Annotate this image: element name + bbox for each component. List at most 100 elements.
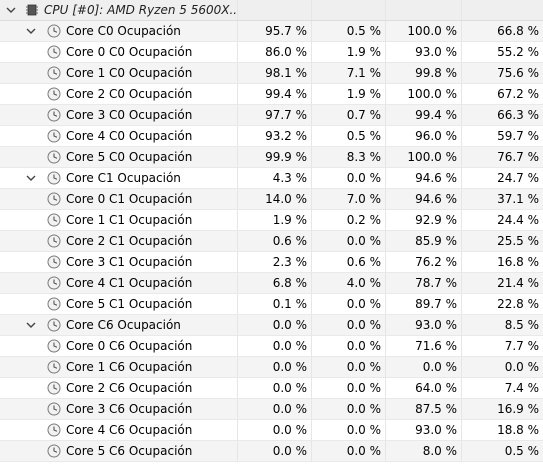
chevron-down-icon[interactable]	[24, 21, 38, 41]
sensor-row[interactable]: Core 4 C1 Ocupación 6.8 % 4.0 % 78.7 % 21.4 …	[0, 273, 543, 294]
average-value: 16.8 %	[497, 255, 539, 269]
label-cell: Core 5 C0 Ocupación	[0, 147, 238, 167]
sensor-row[interactable]: Core 3 C0 Ocupación 97.7 % 0.7 % 99.4 % 66.3…	[0, 105, 543, 126]
average-value: 76.7 %	[497, 150, 539, 164]
sensor-label: Core 4 C6 Ocupación	[66, 423, 193, 437]
sensor-row[interactable]: Core 5 C0 Ocupación 99.9 % 8.3 % 100.0 % 76.…	[0, 147, 543, 168]
current-value: 95.7 %	[238, 21, 312, 41]
group-label: Core C6 Ocupación	[66, 318, 181, 332]
min-value: 0.2 %	[312, 210, 386, 230]
sensor-row[interactable]: Core 1 C0 Ocupación 98.1 % 7.1 % 99.8 % 75.6…	[0, 63, 543, 84]
group-row[interactable]: Core C1 Ocupación 4.3 % 0.0 % 94.6 % 24.7 %	[0, 168, 543, 189]
sensor-row[interactable]: Core 3 C1 Ocupación 2.3 % 0.6 % 76.2 % 16.8 …	[0, 252, 543, 273]
label-cell: Core C6 Ocupación	[0, 315, 238, 335]
current-value: 4.3 %	[238, 168, 312, 188]
clock-sensor-icon	[47, 444, 61, 458]
current-value: 0.1 %	[238, 294, 312, 314]
min-value: 0.0 %	[312, 399, 386, 419]
average-value: 16.9 %	[497, 402, 539, 416]
sensor-row[interactable]: Core 5 C1 Ocupación 0.1 % 0.0 % 89.7 % 22.8 …	[0, 294, 543, 315]
max-value: 99.4 %	[386, 105, 462, 125]
label-cell: Core 5 C1 Ocupación	[0, 294, 238, 314]
current-value: 0.0 %	[238, 441, 312, 461]
max-value: 76.2 %	[386, 252, 462, 272]
max-value	[386, 0, 462, 20]
current-value: 0.6 %	[238, 231, 312, 251]
label-cell: Core 0 C1 Ocupación	[0, 189, 238, 209]
sensor-row[interactable]: Core 0 C1 Ocupación 14.0 % 7.0 % 94.6 % 37.1…	[0, 189, 543, 210]
current-value: 99.9 %	[238, 147, 312, 167]
label-cell: Core 2 C6 Ocupación	[0, 378, 238, 398]
max-value: 100.0 %	[386, 21, 462, 41]
chevron-down-icon[interactable]	[24, 168, 38, 188]
sensor-row[interactable]: Core 2 C6 Ocupación 0.0 % 0.0 % 64.0 % 7.4 %	[0, 378, 543, 399]
clock-sensor-icon	[47, 171, 61, 185]
sensor-label: Core 3 C1 Ocupación	[66, 255, 193, 269]
average-value: 0.5 %	[504, 444, 539, 458]
sensor-row[interactable]: Core 1 C6 Ocupación 0.0 % 0.0 % 0.0 % 0.0 %	[0, 357, 543, 378]
clock-sensor-icon	[47, 318, 61, 332]
average-value: 24.4 %	[497, 213, 539, 227]
group-label: Core C1 Ocupación	[66, 171, 181, 185]
group-row[interactable]: Core C0 Ocupación 95.7 % 0.5 % 100.0 % 66.8 …	[0, 21, 543, 42]
sensor-row[interactable]: Core 5 C6 Ocupación 0.0 % 0.0 % 8.0 % 0.5 %	[0, 441, 543, 462]
sensor-row[interactable]: Core 0 C0 Ocupación 86.0 % 1.9 % 93.0 % 55.2…	[0, 42, 543, 63]
chevron-down-icon[interactable]	[4, 0, 18, 20]
average-value: 8.5 %	[504, 318, 539, 332]
min-value: 1.9 %	[312, 84, 386, 104]
label-cell: Core 0 C0 Ocupación	[0, 42, 238, 62]
max-value: 100.0 %	[386, 147, 462, 167]
min-value: 0.7 %	[312, 105, 386, 125]
clock-sensor-icon	[47, 339, 61, 353]
average-value	[462, 0, 543, 20]
max-value: 71.6 %	[386, 336, 462, 356]
sensor-row[interactable]: Core 4 C0 Ocupación 93.2 % 0.5 % 96.0 % 59.7…	[0, 126, 543, 147]
current-value: 2.3 %	[238, 252, 312, 272]
min-value: 0.0 %	[312, 294, 386, 314]
chevron-down-icon[interactable]	[24, 315, 38, 335]
max-value: 93.0 %	[386, 42, 462, 62]
sensor-row[interactable]: Core 0 C6 Ocupación 0.0 % 0.0 % 71.6 % 7.7 %	[0, 336, 543, 357]
clock-sensor-icon	[47, 66, 61, 80]
label-cell: Core 4 C6 Ocupación	[0, 420, 238, 440]
cpu-header-label: CPU [#0]: AMD Ryzen 5 5600X...	[44, 3, 238, 17]
max-value: 96.0 %	[386, 126, 462, 146]
current-value	[238, 0, 312, 20]
max-value: 85.9 %	[386, 231, 462, 251]
clock-sensor-icon	[47, 234, 61, 248]
min-value: 0.0 %	[312, 315, 386, 335]
sensor-label: Core 4 C1 Ocupación	[66, 276, 193, 290]
group-label: Core C0 Ocupación	[66, 24, 181, 38]
sensor-row[interactable]: Core 1 C1 Ocupación 1.9 % 0.2 % 92.9 % 24.4 …	[0, 210, 543, 231]
current-value: 99.4 %	[238, 84, 312, 104]
clock-sensor-icon	[47, 192, 61, 206]
label-cell: Core 1 C6 Ocupación	[0, 357, 238, 377]
sensor-label: Core 0 C0 Ocupación	[66, 45, 193, 59]
max-value: 78.7 %	[386, 273, 462, 293]
average-value: 21.4 %	[497, 276, 539, 290]
average-value: 0.0 %	[504, 360, 539, 374]
sensor-label: Core 1 C6 Ocupación	[66, 360, 193, 374]
label-cell: Core 1 C0 Ocupación	[0, 63, 238, 83]
sensor-label: Core 5 C0 Ocupación	[66, 150, 193, 164]
clock-sensor-icon	[47, 381, 61, 395]
max-value: 100.0 %	[386, 84, 462, 104]
average-value: 75.6 %	[497, 66, 539, 80]
clock-sensor-icon	[47, 423, 61, 437]
clock-sensor-icon	[47, 360, 61, 374]
group-row[interactable]: Core C6 Ocupación 0.0 % 0.0 % 93.0 % 8.5 %	[0, 315, 543, 336]
cpu-header-row[interactable]: CPU [#0]: AMD Ryzen 5 5600X...	[0, 0, 543, 21]
label-cell: Core 5 C6 Ocupación	[0, 441, 238, 461]
current-value: 93.2 %	[238, 126, 312, 146]
max-value: 92.9 %	[386, 210, 462, 230]
sensor-row[interactable]: Core 3 C6 Ocupación 0.0 % 0.0 % 87.5 % 16.9 …	[0, 399, 543, 420]
max-value: 89.7 %	[386, 294, 462, 314]
current-value: 0.0 %	[238, 357, 312, 377]
sensor-label: Core 2 C0 Ocupación	[66, 87, 193, 101]
sensor-row[interactable]: Core 2 C0 Ocupación 99.4 % 1.9 % 100.0 % 67.…	[0, 84, 543, 105]
current-value: 14.0 %	[238, 189, 312, 209]
sensor-row[interactable]: Core 4 C6 Ocupación 0.0 % 0.0 % 93.0 % 18.8 …	[0, 420, 543, 441]
max-value: 93.0 %	[386, 315, 462, 335]
sensor-row[interactable]: Core 2 C1 Ocupación 0.6 % 0.0 % 85.9 % 25.5 …	[0, 231, 543, 252]
current-value: 6.8 %	[238, 273, 312, 293]
